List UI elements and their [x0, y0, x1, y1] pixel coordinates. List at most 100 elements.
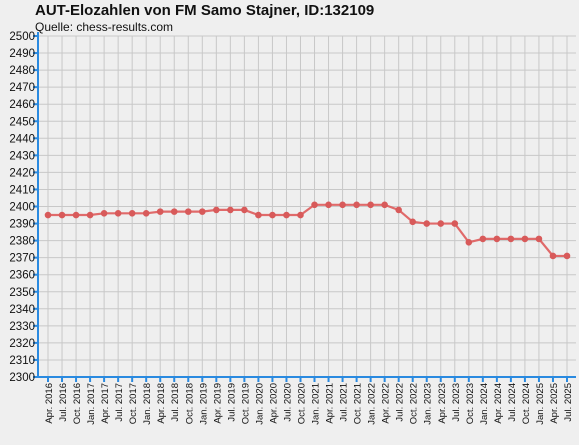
data-point — [86, 211, 94, 219]
x-tick-label: Oct. 2020 — [296, 383, 307, 424]
data-point — [563, 252, 571, 260]
data-point — [283, 211, 290, 219]
y-tick-label: 2350 — [9, 287, 35, 299]
y-tick-label: 2420 — [9, 167, 35, 179]
x-tick-label: Oct. 2021 — [353, 383, 364, 424]
data-point — [339, 201, 346, 209]
y-tick-label: 2500 — [9, 31, 35, 43]
y-tick-label: 2310 — [9, 355, 35, 367]
x-tick-label: Jan. 2021 — [311, 383, 322, 425]
data-point — [198, 208, 206, 215]
y-tick-label: 2410 — [9, 184, 35, 196]
data-point — [325, 201, 332, 209]
chart-subtitle: Quelle: chess-results.com — [35, 20, 174, 34]
x-tick-label: Apr. 2017 — [100, 383, 111, 424]
y-tick-label: 2460 — [9, 99, 35, 111]
x-tick-label: Jan. 2018 — [142, 383, 153, 425]
data-point — [100, 210, 108, 217]
x-tick-label: Jul. 2023 — [451, 383, 462, 422]
data-point — [507, 235, 515, 243]
y-tick-label: 2430 — [9, 150, 35, 162]
x-tick-label: Jan. 2019 — [198, 383, 209, 425]
series-line — [48, 203, 567, 258]
y-tick-label: 2380 — [9, 236, 35, 248]
data-point — [114, 210, 122, 217]
x-tick-label: Jul. 2020 — [282, 383, 293, 422]
y-tick-label: 2490 — [9, 48, 35, 60]
x-tick-label: Apr. 2023 — [437, 383, 448, 424]
x-tick-label: Apr. 2025 — [549, 383, 560, 424]
data-point — [409, 218, 417, 226]
data-point — [381, 201, 388, 209]
data-point — [367, 201, 374, 209]
x-tick-label: Oct. 2017 — [128, 383, 139, 424]
x-tick-label: Jul. 2024 — [507, 383, 518, 422]
x-tick-label: Oct. 2019 — [240, 383, 251, 424]
data-point — [353, 201, 360, 209]
x-tick-label: Jan. 2023 — [423, 383, 434, 425]
data-point — [58, 211, 66, 219]
data-point — [241, 206, 248, 214]
y-tick-label: 2320 — [9, 338, 35, 350]
y-tick-label: 2480 — [9, 65, 35, 77]
data-point — [255, 211, 262, 219]
data-point — [535, 235, 543, 243]
data-point — [493, 235, 501, 243]
data-point — [72, 211, 80, 219]
x-tick-label: Apr. 2021 — [325, 383, 336, 424]
y-tick-label: 2360 — [9, 270, 35, 282]
data-point — [465, 239, 473, 246]
data-point — [395, 206, 402, 214]
data-point — [423, 220, 431, 227]
data-point — [451, 220, 459, 227]
x-tick-label: Apr. 2024 — [493, 383, 504, 424]
x-tick-label: Apr. 2018 — [156, 383, 167, 424]
data-point — [437, 220, 445, 227]
x-tick-label: Apr. 2019 — [212, 383, 223, 424]
y-tick-label: 2300 — [9, 372, 35, 384]
y-tick-label: 2370 — [9, 253, 35, 265]
x-tick-label: Oct. 2022 — [409, 383, 420, 424]
y-tick-label: 2450 — [9, 116, 35, 128]
x-tick-label: Jan. 2020 — [254, 383, 265, 425]
x-tick-label: Apr. 2020 — [268, 383, 279, 424]
x-tick-label: Oct. 2016 — [72, 383, 83, 424]
data-point — [213, 206, 220, 214]
data-point — [142, 210, 150, 217]
x-tick-label: Jul. 2016 — [58, 383, 69, 422]
y-tick-label: 2470 — [9, 82, 35, 94]
data-point — [227, 206, 234, 214]
data-point — [297, 211, 304, 219]
x-tick-label: Jul. 2021 — [339, 383, 350, 422]
x-tick-label: Jan. 2025 — [535, 383, 546, 425]
x-tick-label: Apr. 2022 — [381, 383, 392, 424]
x-tick-label: Oct. 2024 — [521, 383, 532, 424]
x-tick-label: Jan. 2022 — [367, 383, 378, 425]
x-tick-label: Jul. 2017 — [114, 383, 125, 422]
data-point — [479, 235, 487, 243]
data-point — [184, 208, 192, 215]
data-point — [521, 235, 529, 243]
x-tick-label: Jan. 2017 — [86, 383, 97, 425]
data-point — [128, 210, 136, 217]
x-tick-label: Jul. 2022 — [395, 383, 406, 422]
x-tick-label: Jul. 2019 — [226, 383, 237, 422]
x-tick-label: Oct. 2023 — [465, 383, 476, 424]
x-tick-label: Jul. 2018 — [170, 383, 181, 422]
data-point — [269, 211, 276, 219]
data-point — [44, 211, 52, 219]
y-tick-label: 2440 — [9, 133, 35, 145]
x-tick-label: Jul. 2025 — [563, 383, 574, 422]
y-tick-label: 2400 — [9, 202, 35, 214]
data-point — [170, 208, 178, 215]
x-tick-label: Apr. 2016 — [44, 383, 55, 424]
x-tick-label: Oct. 2018 — [184, 383, 195, 424]
chart-title: AUT-Elozahlen von FM Samo Stajner, ID:13… — [35, 2, 375, 19]
data-point — [549, 252, 557, 260]
y-tick-label: 2330 — [9, 321, 35, 333]
y-tick-label: 2340 — [9, 304, 35, 316]
data-point — [156, 208, 164, 215]
y-tick-label: 2390 — [9, 219, 35, 231]
